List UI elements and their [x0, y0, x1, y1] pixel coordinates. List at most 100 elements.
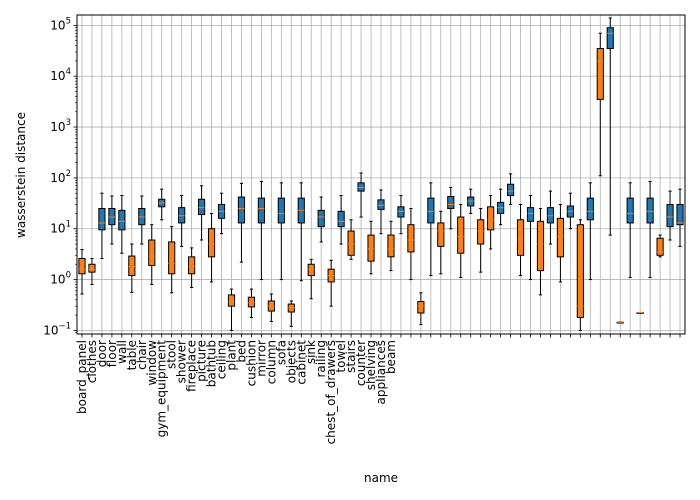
y-axis-label: wasserstein distance	[14, 112, 28, 238]
box-iqr	[387, 234, 395, 258]
box-group	[417, 292, 425, 326]
box-iqr	[317, 209, 325, 228]
box-iqr	[168, 241, 176, 275]
box-iqr	[207, 228, 216, 258]
box-group	[596, 32, 604, 177]
box-group	[656, 234, 664, 258]
box-group	[477, 208, 485, 273]
box-iqr	[526, 207, 535, 222]
box-group	[168, 226, 176, 294]
y-tick-label: 105	[50, 16, 71, 32]
box-group	[536, 208, 545, 296]
box-iqr	[257, 197, 265, 224]
y-tick-label: 10−1	[43, 321, 71, 337]
box-iqr	[148, 239, 156, 266]
x-tick-label: window	[145, 340, 159, 386]
x-tick-label: stool	[165, 340, 179, 369]
box-group	[546, 190, 555, 245]
x-tick-label: bed	[234, 340, 248, 363]
box-group	[198, 185, 206, 241]
box-group	[586, 182, 594, 281]
x-tick-label: cushion	[244, 340, 258, 386]
box-iqr	[227, 294, 236, 307]
box-iqr	[78, 257, 86, 275]
box-iqr	[516, 219, 525, 256]
box-group	[78, 249, 86, 295]
box-iqr	[337, 210, 345, 228]
box-iqr	[606, 27, 614, 50]
box-group	[467, 188, 475, 214]
x-tick-label: stairs	[344, 340, 358, 373]
box-iqr	[237, 196, 246, 224]
box-group	[646, 180, 654, 278]
x-axis-label: name	[364, 471, 398, 485]
x-tick-label: fireplace	[185, 340, 199, 392]
x-tick-label: plant	[224, 340, 238, 371]
box-series	[78, 17, 684, 331]
box-group	[148, 224, 156, 285]
box-iqr	[576, 224, 584, 318]
box-group	[277, 182, 285, 281]
box-group	[606, 17, 614, 236]
x-tick-label: counter	[354, 340, 368, 386]
box-group	[207, 212, 216, 283]
box-group	[367, 220, 375, 275]
box-iqr	[676, 203, 684, 226]
box-iqr	[407, 224, 415, 253]
x-tick-label: shelving	[364, 340, 378, 390]
box-iqr	[536, 220, 545, 272]
box-group	[407, 208, 415, 281]
box-group	[636, 312, 644, 314]
box-group	[457, 203, 465, 278]
box-group	[178, 195, 186, 247]
box-group	[327, 259, 335, 307]
box-iqr	[307, 263, 315, 277]
y-tick-label: 101	[50, 220, 71, 236]
box-group	[357, 172, 365, 218]
box-iqr	[247, 296, 256, 308]
box-group	[188, 247, 196, 288]
box-iqr	[118, 209, 126, 231]
box-group	[506, 173, 515, 205]
y-axis: 10−1 100 101 102 103 104 105	[43, 16, 77, 337]
box-iqr	[347, 230, 355, 256]
x-axis: board_panelclothesdoorfloorwalltablechai…	[75, 334, 681, 444]
x-tick-label: picture	[195, 340, 209, 382]
box-iqr	[487, 206, 495, 231]
box-group	[497, 188, 505, 226]
box-iqr	[128, 255, 136, 277]
y-tick-label: 104	[50, 67, 71, 83]
x-tick-label: door	[95, 340, 109, 367]
box-group	[217, 192, 226, 235]
box-iqr	[666, 203, 674, 228]
x-tick-label: mirror	[254, 340, 268, 377]
box-iqr	[626, 197, 634, 224]
box-group	[227, 288, 236, 331]
box-group	[128, 243, 136, 293]
x-tick-label: cabinet	[294, 340, 308, 385]
box-iqr	[656, 237, 664, 256]
box-group	[377, 189, 385, 235]
box-iqr	[88, 263, 96, 273]
box-group	[138, 195, 146, 245]
box-group	[487, 195, 495, 250]
x-tick-label: appliances	[374, 340, 388, 404]
x-tick-label: ceiling	[215, 340, 229, 379]
box-group	[397, 195, 405, 235]
y-tick-label: 103	[50, 118, 71, 134]
box-group	[158, 188, 166, 221]
box-group	[576, 219, 584, 331]
box-group	[297, 182, 305, 282]
box-iqr	[596, 48, 604, 100]
box-group	[267, 293, 275, 322]
box-group	[257, 180, 265, 281]
box-group	[317, 196, 325, 243]
box-iqr	[198, 198, 206, 216]
x-tick-label: shower	[175, 340, 189, 383]
box-group	[447, 186, 455, 230]
x-tick-label: wall	[115, 340, 129, 364]
box-iqr	[367, 234, 375, 262]
y-tick-label: 102	[50, 169, 71, 185]
box-group	[427, 182, 435, 277]
box-group	[437, 210, 445, 275]
